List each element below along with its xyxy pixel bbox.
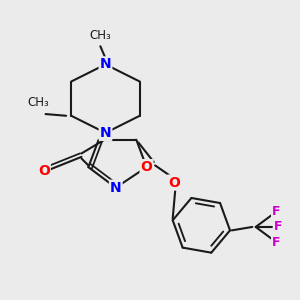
Text: N: N bbox=[100, 57, 111, 71]
Text: N: N bbox=[110, 181, 122, 195]
Text: CH₃: CH₃ bbox=[89, 29, 111, 42]
Text: O: O bbox=[38, 164, 50, 178]
Text: CH₃: CH₃ bbox=[28, 96, 50, 109]
Text: F: F bbox=[274, 220, 282, 233]
Text: O: O bbox=[141, 160, 152, 174]
Text: N: N bbox=[100, 126, 111, 140]
Text: O: O bbox=[168, 176, 180, 190]
Text: F: F bbox=[272, 205, 281, 218]
Text: F: F bbox=[272, 236, 281, 249]
